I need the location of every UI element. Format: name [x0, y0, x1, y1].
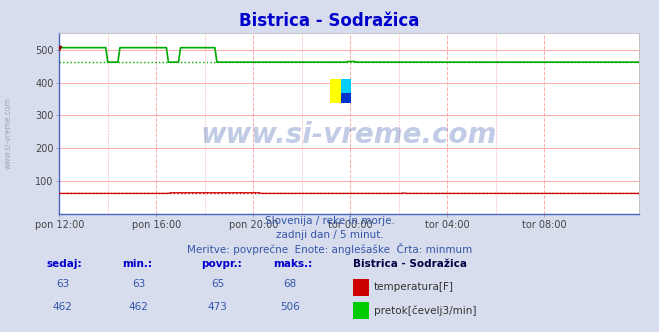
Text: maks.:: maks.: [273, 259, 313, 269]
Text: 473: 473 [208, 302, 227, 312]
Text: www.si-vreme.com: www.si-vreme.com [201, 121, 498, 148]
Bar [330, 79, 341, 103]
Text: zadnji dan / 5 minut.: zadnji dan / 5 minut. [275, 230, 384, 240]
Text: 63: 63 [56, 279, 69, 289]
Text: 506: 506 [280, 302, 300, 312]
Bar [341, 93, 351, 103]
Text: www.si-vreme.com: www.si-vreme.com [3, 97, 13, 169]
Text: Bistrica - Sodražica: Bistrica - Sodražica [239, 12, 420, 30]
Text: min.:: min.: [122, 259, 152, 269]
Text: 462: 462 [53, 302, 72, 312]
Text: sedaj:: sedaj: [46, 259, 82, 269]
Text: 462: 462 [129, 302, 148, 312]
Text: 63: 63 [132, 279, 145, 289]
Text: pretok[čevelj3/min]: pretok[čevelj3/min] [374, 305, 476, 316]
Text: Slovenija / reke in morje.: Slovenija / reke in morje. [264, 216, 395, 226]
Text: 65: 65 [211, 279, 224, 289]
Text: povpr.:: povpr.: [201, 259, 242, 269]
Text: 68: 68 [283, 279, 297, 289]
Bar [341, 79, 351, 93]
Text: temperatura[F]: temperatura[F] [374, 282, 453, 292]
Text: Bistrica - Sodražica: Bistrica - Sodražica [353, 259, 467, 269]
Text: Meritve: povprečne  Enote: anglešaške  Črta: minmum: Meritve: povprečne Enote: anglešaške Črt… [187, 243, 472, 255]
